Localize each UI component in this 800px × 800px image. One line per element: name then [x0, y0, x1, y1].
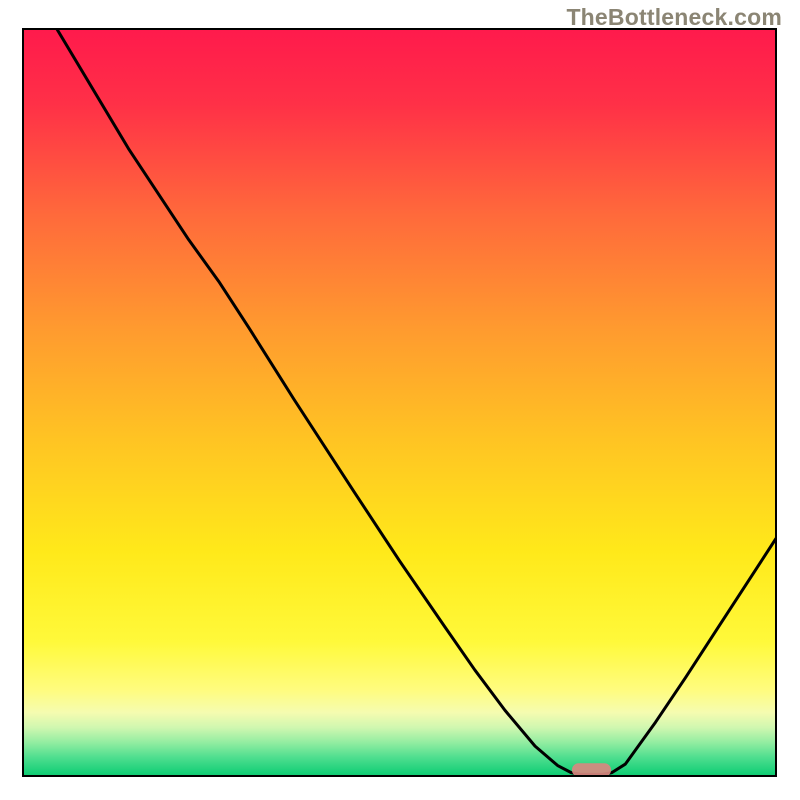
chart-container: TheBottleneck.com: [0, 0, 800, 800]
watermark-text: TheBottleneck.com: [566, 4, 782, 31]
optimal-marker: [572, 763, 611, 776]
bottleneck-chart: [0, 0, 800, 800]
chart-background: [23, 29, 776, 776]
